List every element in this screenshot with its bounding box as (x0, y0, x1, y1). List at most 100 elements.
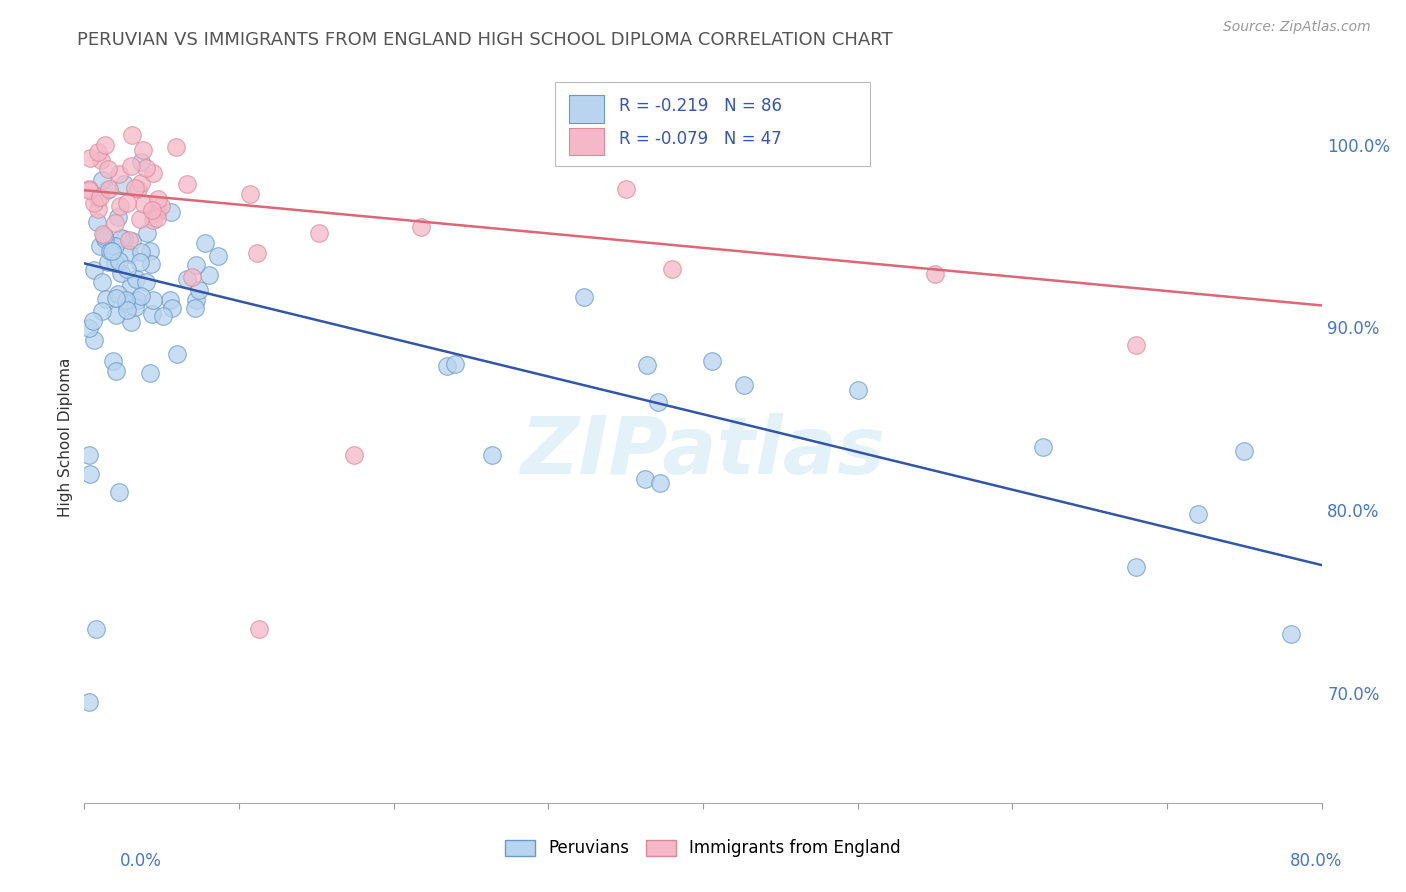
Point (115, 303, 138, 318)
Point (343, 448, 366, 462)
Point (104, 256, 127, 270)
FancyBboxPatch shape (569, 128, 605, 155)
Point (125, 293, 148, 308)
Point (104, 308, 127, 322)
Y-axis label: High School Diploma: High School Diploma (58, 358, 73, 516)
Point (129, 255, 152, 269)
Text: ZIPatlas: ZIPatlas (520, 413, 886, 491)
Point (145, 211, 167, 225)
Point (89, 190, 111, 204)
Text: PERUVIAN VS IMMIGRANTS FROM ENGLAND HIGH SCHOOL DIPLOMA CORRELATION CHART: PERUVIAN VS IMMIGRANTS FROM ENGLAND HIGH… (77, 31, 893, 49)
Point (194, 236, 217, 251)
Point (104, 291, 127, 305)
Point (93, 228, 115, 243)
Point (129, 288, 152, 302)
Text: 0.0%: 0.0% (120, 852, 162, 870)
Point (160, 204, 183, 219)
Point (135, 226, 157, 240)
Point (176, 272, 198, 286)
Text: R = -0.079   N = 47: R = -0.079 N = 47 (619, 130, 782, 148)
Point (1125, 560, 1147, 574)
Point (118, 233, 141, 247)
Text: Source: ZipAtlas.com: Source: ZipAtlas.com (1223, 20, 1371, 34)
Point (141, 203, 163, 218)
Legend: Peruvians, Immigrants from England: Peruvians, Immigrants from England (498, 832, 908, 864)
Point (165, 140, 187, 154)
Point (124, 271, 146, 285)
Point (143, 207, 166, 221)
Point (121, 235, 143, 249)
Point (124, 180, 146, 194)
Point (702, 353, 724, 368)
Point (90, 304, 112, 318)
Point (100, 244, 122, 258)
Point (96, 184, 118, 198)
Text: 80.0%: 80.0% (1291, 852, 1343, 870)
FancyBboxPatch shape (569, 95, 605, 122)
Point (184, 293, 207, 308)
Point (146, 204, 169, 219)
Point (1187, 507, 1209, 521)
Point (115, 196, 138, 211)
Point (112, 232, 135, 246)
Point (159, 293, 181, 307)
Point (166, 347, 188, 361)
Point (647, 395, 669, 409)
Point (112, 177, 135, 191)
Point (94, 138, 117, 153)
Point (120, 315, 142, 329)
Point (87, 145, 110, 160)
Point (188, 283, 211, 297)
Point (135, 275, 157, 289)
Point (152, 309, 174, 323)
Point (98, 181, 121, 195)
Point (77, 182, 100, 196)
Point (82, 314, 104, 328)
Point (90, 153, 112, 167)
Point (87, 202, 110, 217)
Point (79, 151, 101, 165)
Point (97, 161, 120, 176)
Point (141, 307, 163, 321)
Point (481, 448, 503, 462)
Point (444, 357, 467, 371)
Point (83, 333, 105, 347)
Point (108, 484, 131, 499)
Point (107, 211, 129, 225)
Point (100, 244, 122, 259)
Point (181, 269, 204, 284)
Point (183, 301, 205, 315)
Point (124, 300, 146, 314)
Point (77, 183, 100, 197)
Point (636, 358, 658, 372)
Point (97, 255, 120, 269)
Point (108, 199, 131, 213)
Point (1279, 627, 1302, 641)
Point (90, 276, 112, 290)
Point (110, 266, 132, 280)
Point (107, 254, 129, 268)
Point (1032, 440, 1054, 454)
Point (77, 695, 100, 709)
Point (129, 245, 152, 260)
Point (409, 219, 432, 234)
Point (135, 161, 157, 176)
Point (79, 467, 101, 481)
Point (110, 230, 132, 244)
Point (186, 258, 208, 272)
Point (127, 182, 149, 196)
Point (149, 199, 172, 213)
Point (141, 166, 163, 180)
Point (115, 262, 138, 277)
Point (176, 177, 198, 191)
Point (633, 472, 655, 486)
Point (104, 216, 127, 230)
Point (77, 448, 100, 462)
Point (1233, 444, 1256, 458)
Point (77, 320, 100, 334)
Point (141, 257, 163, 271)
Point (142, 212, 165, 227)
Point (87, 191, 110, 205)
Point (104, 239, 127, 253)
Point (239, 187, 262, 202)
